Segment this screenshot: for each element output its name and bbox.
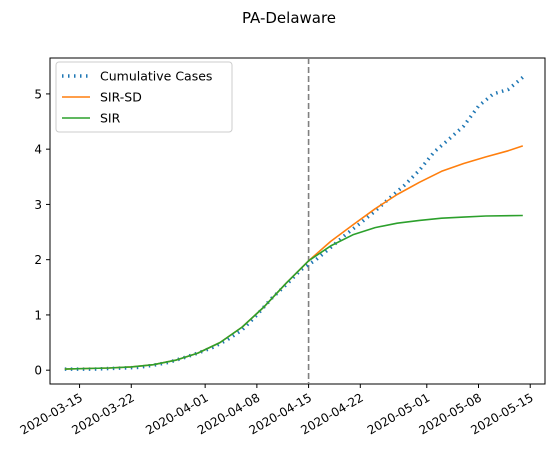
series-line-1 [64,75,524,371]
axes-frame [49,57,546,385]
y-tick-label: 1 [34,308,42,322]
y-tick-label: 3 [34,198,42,212]
legend-box [55,61,233,133]
legend: Cumulative Cases SIR-SD SIR [55,61,233,133]
y-tick-label: 4 [34,143,42,157]
legend-label-3: SIR [100,111,121,126]
y-tick-label: 5 [34,87,42,101]
legend-label-1: Cumulative Cases [100,69,212,84]
chart-title: PA-Delaware [242,9,336,27]
series-line-2 [64,145,524,370]
y-tick-label: 2 [34,253,42,267]
legend-label-2: SIR-SD [100,90,142,105]
series-line-3 [64,214,523,370]
y-tick-label: 0 [34,364,42,378]
